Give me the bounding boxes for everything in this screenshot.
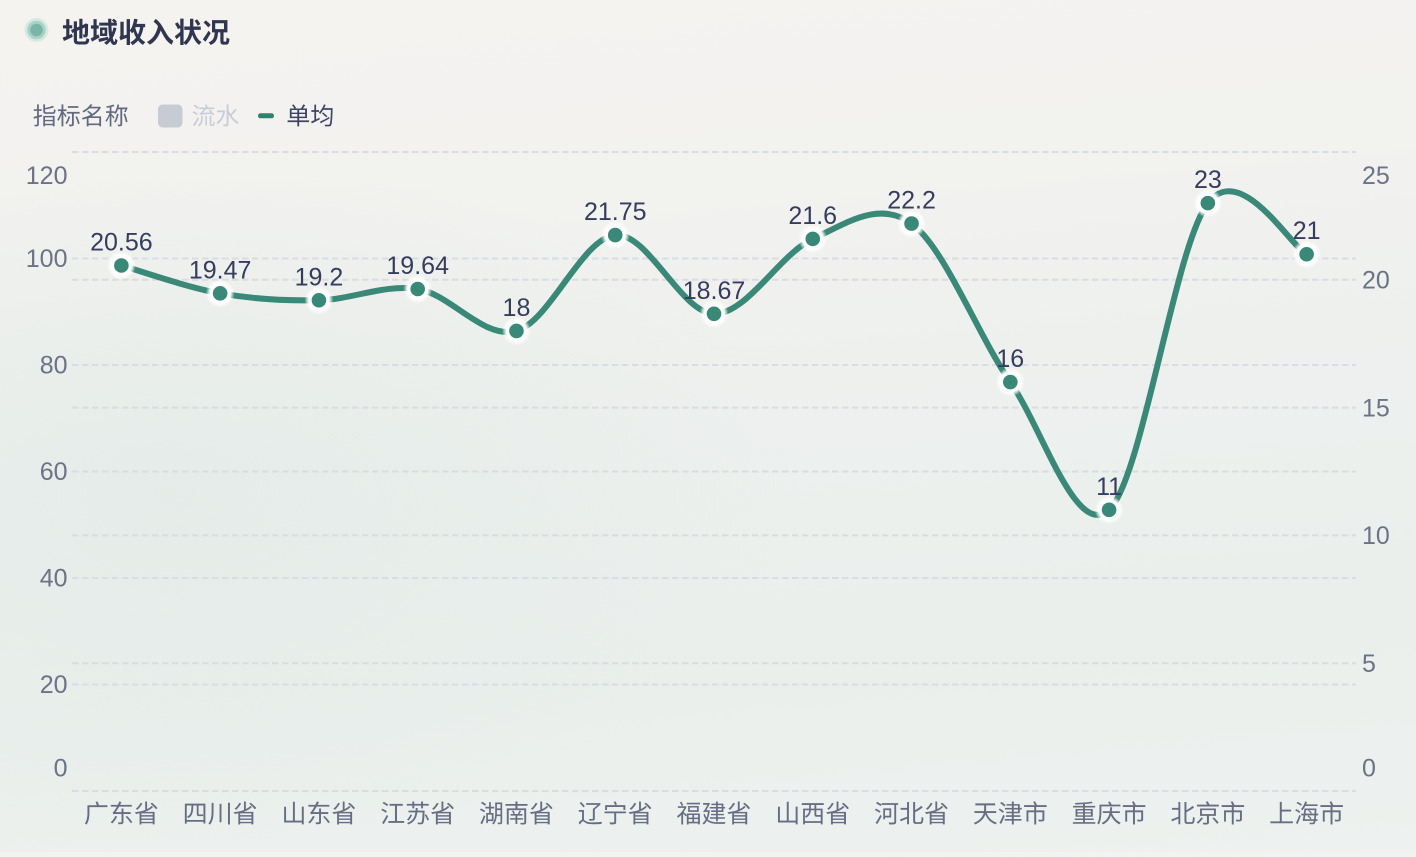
svg-text:5: 5 bbox=[1362, 650, 1376, 678]
svg-text:19.64: 19.64 bbox=[386, 252, 449, 280]
svg-text:0: 0 bbox=[1362, 754, 1376, 782]
svg-text:25: 25 bbox=[1362, 162, 1390, 190]
svg-text:18.67: 18.67 bbox=[683, 277, 746, 305]
svg-text:20: 20 bbox=[1362, 267, 1390, 295]
svg-text:19.47: 19.47 bbox=[189, 256, 252, 284]
svg-text:0: 0 bbox=[54, 754, 68, 782]
svg-text:100: 100 bbox=[26, 245, 68, 273]
svg-text:120: 120 bbox=[26, 162, 68, 190]
svg-text:22.2: 22.2 bbox=[887, 187, 936, 215]
svg-text:21.75: 21.75 bbox=[584, 198, 647, 226]
svg-text:60: 60 bbox=[40, 458, 68, 486]
svg-text:16: 16 bbox=[996, 345, 1024, 373]
svg-text:21: 21 bbox=[1293, 217, 1321, 245]
svg-text:40: 40 bbox=[40, 565, 68, 593]
svg-text:20: 20 bbox=[40, 671, 68, 699]
svg-text:23: 23 bbox=[1194, 166, 1222, 194]
svg-text:19.2: 19.2 bbox=[295, 263, 344, 291]
svg-text:80: 80 bbox=[40, 352, 68, 380]
svg-text:11: 11 bbox=[1096, 473, 1122, 501]
svg-text:21.6: 21.6 bbox=[788, 202, 837, 230]
svg-text:18: 18 bbox=[503, 294, 531, 322]
svg-text:15: 15 bbox=[1362, 394, 1390, 422]
svg-text:10: 10 bbox=[1362, 522, 1390, 550]
svg-text:20.56: 20.56 bbox=[90, 228, 153, 256]
